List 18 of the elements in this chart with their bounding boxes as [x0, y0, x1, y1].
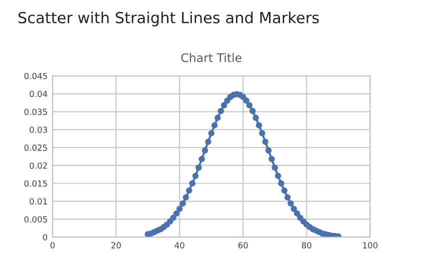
- x-tick-label: 0: [50, 242, 55, 248]
- x-tick-label: 100: [363, 242, 378, 248]
- y-tick-label: 0.015: [24, 180, 47, 187]
- chart-subtitle: Chart Title: [181, 53, 242, 62]
- y-tick-label: 0.045: [24, 72, 47, 80]
- y-tick-label: 0: [42, 234, 48, 240]
- x-tick-label: 40: [174, 242, 184, 248]
- x-tick-label: 20: [111, 242, 121, 248]
- y-tick-label: 0.025: [24, 144, 47, 151]
- y-tick-label: 0.035: [24, 108, 47, 115]
- x-tick-label: 80: [302, 242, 312, 248]
- y-tick-label: 0.02: [30, 162, 47, 169]
- x-tick-label: 60: [238, 242, 248, 248]
- y-tick-label: 0.04: [30, 90, 48, 98]
- y-tick-label: 0.03: [30, 126, 48, 133]
- chart-title: Scatter with Straight Lines and Markers: [18, 12, 319, 26]
- y-tick-label: 0.01: [30, 198, 47, 205]
- y-tick-label: 0.005: [24, 216, 47, 222]
